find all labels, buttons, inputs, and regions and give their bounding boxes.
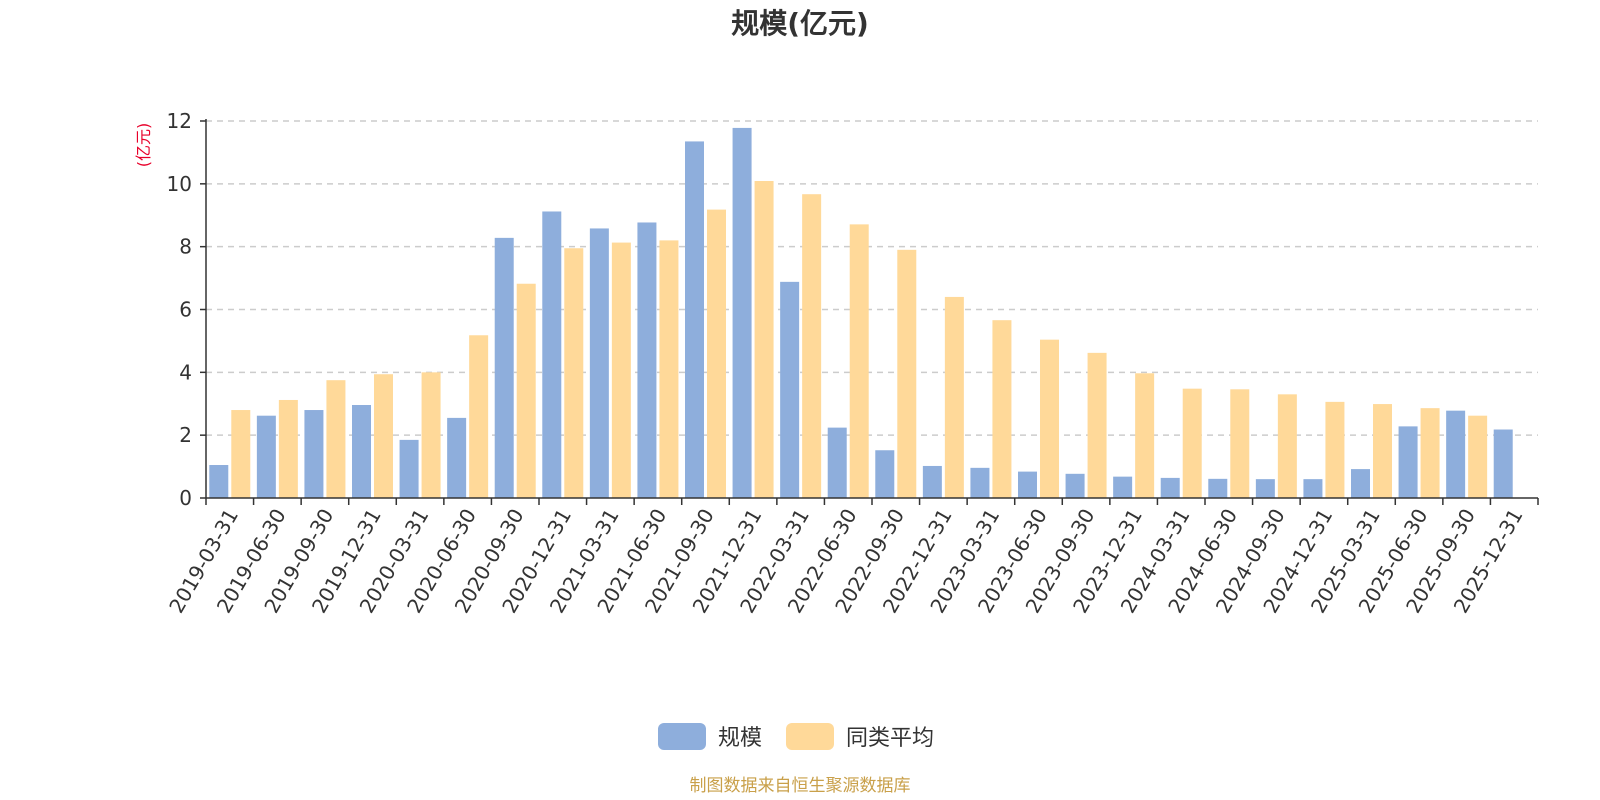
bar-scale[interactable]	[1398, 426, 1418, 498]
bar-scale[interactable]	[1160, 477, 1180, 498]
axes	[200, 119, 1539, 505]
bar-category-average[interactable]	[1040, 339, 1059, 498]
grid-lines	[206, 120, 1538, 436]
bar-scale[interactable]	[399, 439, 419, 498]
bar-scale[interactable]	[1255, 479, 1275, 498]
bar-category-average[interactable]	[707, 209, 726, 498]
y-tick-label: 8	[179, 235, 192, 259]
bar-category-average[interactable]	[1373, 404, 1392, 498]
bar-category-average[interactable]	[421, 372, 441, 498]
source-note: 制图数据来自恒生聚源数据库	[690, 776, 911, 796]
bar-category-average[interactable]	[231, 410, 251, 498]
legend: 规模 同类平均	[658, 723, 934, 751]
bar-scale[interactable]	[1493, 429, 1513, 498]
legend-label-scale[interactable]: 规模	[718, 726, 762, 751]
y-axis-ticks: 0 2 4 6 8 10 12	[167, 109, 192, 510]
bar-category-average[interactable]	[1325, 401, 1345, 498]
bar-category-average[interactable]	[897, 249, 917, 498]
bar-scale[interactable]	[1018, 471, 1037, 498]
bar-scale[interactable]	[1303, 479, 1323, 498]
x-axis-ticks: 2019-03-312019-06-302019-09-302019-12-31…	[164, 505, 1527, 618]
bar-category-average[interactable]	[326, 380, 346, 498]
bar-scale[interactable]	[922, 465, 942, 498]
bar-category-average[interactable]	[278, 399, 298, 498]
bar-scale[interactable]	[494, 237, 514, 498]
bar-category-average[interactable]	[944, 296, 964, 498]
bar-scale[interactable]	[304, 410, 324, 498]
bar-category-average[interactable]	[1277, 394, 1297, 498]
bar-scale[interactable]	[589, 228, 609, 498]
y-tick-label: 2	[179, 423, 192, 447]
bar-category-average[interactable]	[802, 194, 822, 498]
bar-category-average[interactable]	[754, 181, 774, 498]
bar-scale[interactable]	[542, 211, 562, 499]
bar-scale[interactable]	[447, 417, 467, 498]
bar-scale[interactable]	[827, 427, 847, 498]
bar-category-average[interactable]	[1182, 388, 1202, 498]
bar-category-average[interactable]	[564, 248, 584, 498]
chart-title: 规模(亿元)	[731, 7, 869, 40]
bar-scale[interactable]	[685, 141, 704, 498]
bar-scale[interactable]	[256, 415, 276, 498]
bar-category-average[interactable]	[659, 240, 679, 498]
bar-category-average[interactable]	[374, 374, 393, 498]
y-axis-label: (亿元)	[134, 123, 153, 168]
bar-category-average[interactable]	[1420, 408, 1440, 498]
legend-swatch-category-average[interactable]	[786, 723, 834, 750]
bar-category-average[interactable]	[1468, 415, 1488, 498]
bar-scale[interactable]	[1065, 473, 1085, 498]
bar-category-average[interactable]	[1087, 352, 1107, 498]
bar-category-average[interactable]	[469, 335, 489, 498]
bar-scale[interactable]	[875, 450, 895, 498]
bar-scale[interactable]	[1351, 469, 1370, 498]
bar-scale[interactable]	[780, 281, 800, 498]
y-tick-label: 10	[167, 172, 192, 196]
legend-label-category-average[interactable]: 同类平均	[846, 726, 934, 751]
bar-category-average[interactable]	[849, 224, 869, 498]
bar-category-average[interactable]	[516, 283, 536, 498]
bar-category-average[interactable]	[1230, 389, 1250, 498]
bar-scale[interactable]	[209, 465, 229, 498]
legend-swatch-scale[interactable]	[658, 723, 706, 750]
y-tick-label: 0	[179, 486, 192, 510]
bar-scale[interactable]	[732, 127, 752, 498]
bar-scale[interactable]	[1208, 478, 1228, 498]
bar-scale[interactable]	[1113, 476, 1133, 498]
y-tick-label: 12	[167, 109, 192, 133]
bar-category-average[interactable]	[992, 320, 1012, 498]
bar-scale[interactable]	[1446, 410, 1466, 498]
bar-scale[interactable]	[352, 405, 371, 498]
y-tick-label: 4	[179, 360, 192, 384]
y-tick-label: 6	[179, 298, 192, 322]
bar-scale[interactable]	[637, 222, 657, 498]
bars	[209, 127, 1513, 499]
bar-scale[interactable]	[970, 467, 990, 498]
bar-category-average[interactable]	[1135, 373, 1155, 498]
bar-category-average[interactable]	[611, 242, 631, 498]
